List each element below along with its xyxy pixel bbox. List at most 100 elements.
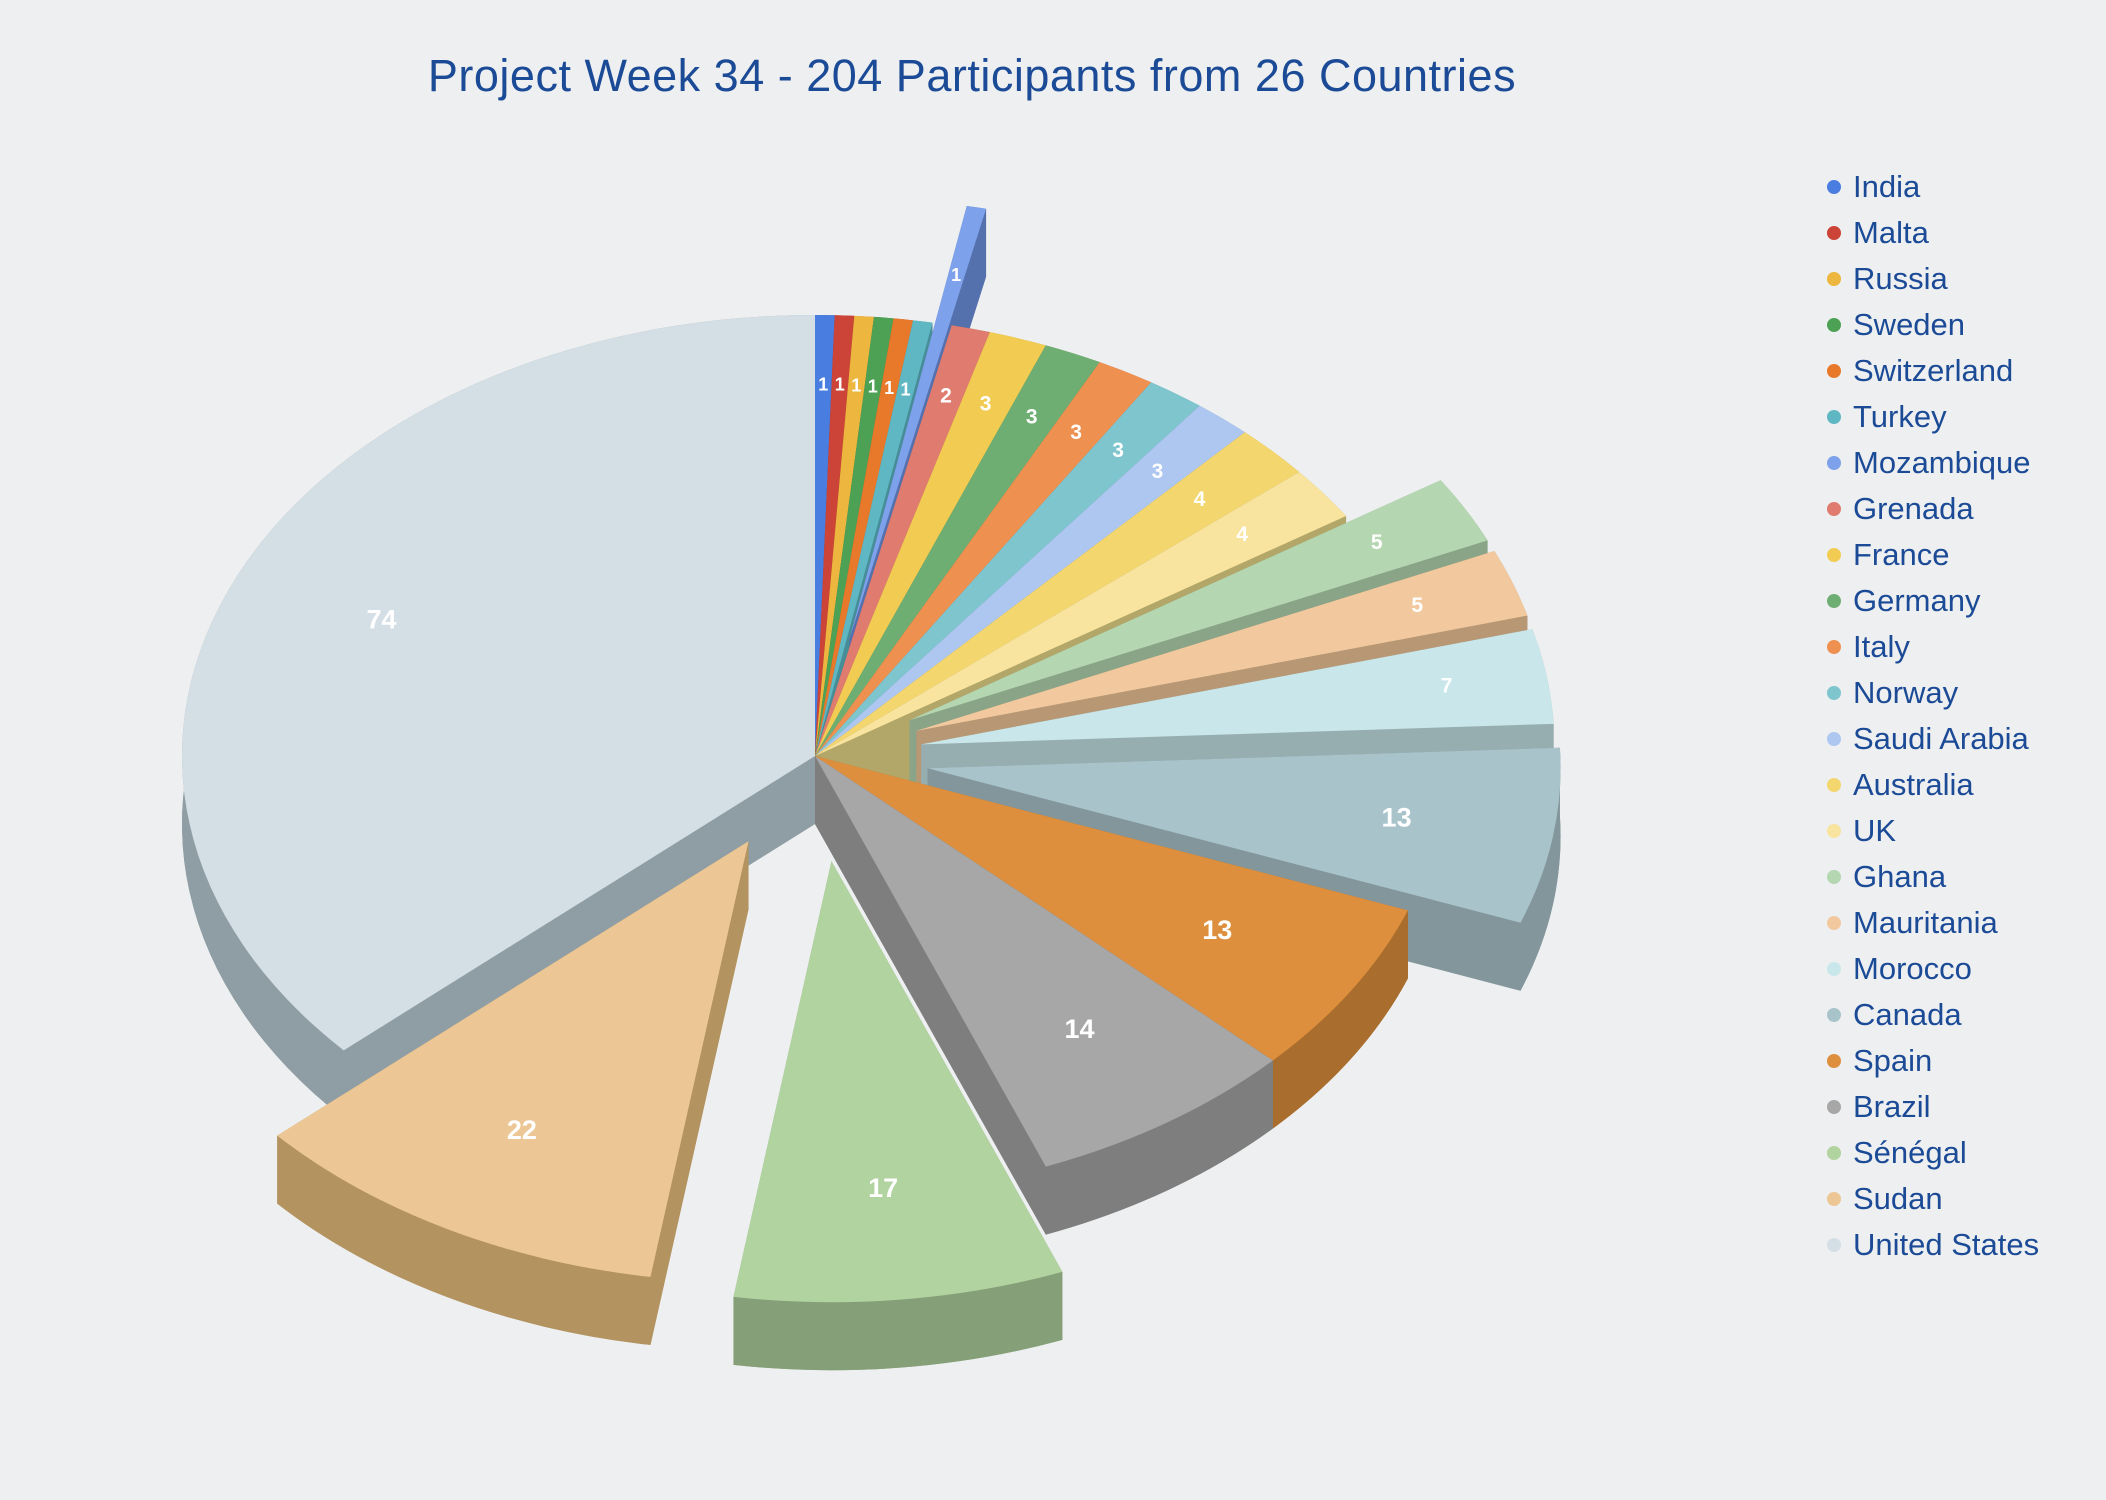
slice-value-label: 3 <box>1112 439 1124 462</box>
pie-slice-france[interactable] <box>815 332 1046 756</box>
slice-value-label: 4 <box>1194 488 1206 511</box>
pie-slice-united-states[interactable] <box>181 315 816 1051</box>
pie-slice-sudan[interactable] <box>277 841 749 1277</box>
legend-swatch <box>1827 1054 1841 1068</box>
slice-value-label: 3 <box>1152 460 1164 483</box>
legend-label: India <box>1853 169 1921 204</box>
slice-value-label: 3 <box>1070 421 1082 444</box>
slice-value-label: 5 <box>1411 594 1423 617</box>
pie-slice-brazil[interactable] <box>815 756 1273 1167</box>
slice-value-label: 1 <box>901 380 911 400</box>
slice-value-label: 1 <box>818 374 828 394</box>
pie-slice-rim-sudan <box>277 1135 651 1345</box>
slice-value-label: 3 <box>980 393 992 416</box>
legend-item-australia: Australia <box>1827 762 2039 808</box>
legend-label: Grenada <box>1853 491 1974 526</box>
legend-item-russia: Russia <box>1827 256 2039 302</box>
pie-slice-turkey[interactable] <box>815 320 933 756</box>
legend-swatch <box>1827 548 1841 562</box>
slice-value-label: 1 <box>835 375 845 395</box>
pie-slice-edge-brazil <box>815 756 1046 1235</box>
legend-swatch <box>1827 1192 1841 1206</box>
pie-slice-saudi-arabia[interactable] <box>815 405 1245 756</box>
pie-slice-grenada[interactable] <box>815 325 990 756</box>
legend-label: Mozambique <box>1853 445 2031 480</box>
pie-slice-mauritania[interactable] <box>916 551 1528 731</box>
pie-slice-rim-canada <box>1520 747 1561 991</box>
legend-swatch <box>1827 594 1841 608</box>
pie-slice-canada[interactable] <box>927 747 1561 923</box>
pie-slice-russia[interactable] <box>815 315 874 756</box>
slice-value-label: 5 <box>1371 531 1383 554</box>
legend-swatch <box>1827 962 1841 976</box>
pie-slice-rim-spain <box>1272 910 1408 1129</box>
pie-slice-s-n-gal[interactable] <box>733 861 1063 1303</box>
legend-swatch <box>1827 732 1841 746</box>
slice-value-label: 2 <box>940 385 952 408</box>
pie-slice-italy[interactable] <box>815 362 1152 756</box>
legend-label: Spain <box>1853 1043 1933 1078</box>
legend-label: Italy <box>1853 629 1910 664</box>
legend-swatch <box>1827 916 1841 930</box>
pie-slice-morocco[interactable] <box>921 629 1554 745</box>
legend-item-spain: Spain <box>1827 1038 2039 1084</box>
legend-label: Sudan <box>1853 1181 1943 1216</box>
legend-item-sudan: Sudan <box>1827 1176 2039 1222</box>
slice-value-label: 14 <box>1065 1014 1095 1044</box>
legend-item-sweden: Sweden <box>1827 302 2039 348</box>
legend-label: Turkey <box>1853 399 1947 434</box>
legend-swatch <box>1827 640 1841 654</box>
pie-slice-australia[interactable] <box>815 432 1300 756</box>
legend-swatch <box>1827 180 1841 194</box>
slice-value-label: 7 <box>1441 675 1453 698</box>
legend: India Malta Russia Sweden Switzerland Turkey M… <box>1827 164 2039 1268</box>
legend-label: Sénégal <box>1853 1135 1967 1170</box>
chart-title: Project Week 34 - 204 Participants from … <box>427 50 1517 101</box>
slice-value-label: 17 <box>868 1173 898 1203</box>
pie-slice-malta[interactable] <box>815 315 855 756</box>
pie-slice-norway[interactable] <box>815 382 1200 756</box>
legend-label: Morocco <box>1853 951 1972 986</box>
pie-slice-india[interactable] <box>815 315 835 756</box>
legend-swatch <box>1827 870 1841 884</box>
pie-slice-rim-s-n-gal <box>733 1271 1063 1371</box>
pie-slice-sweden[interactable] <box>815 316 894 756</box>
legend-item-germany: Germany <box>1827 578 2039 624</box>
legend-label: Russia <box>1853 261 1948 296</box>
legend-swatch <box>1827 410 1841 424</box>
legend-swatch <box>1827 502 1841 516</box>
legend-swatch <box>1827 226 1841 240</box>
legend-swatch <box>1827 1238 1841 1252</box>
legend-item-norway: Norway <box>1827 670 2039 716</box>
legend-item-brazil: Brazil <box>1827 1084 2039 1130</box>
legend-swatch <box>1827 456 1841 470</box>
pie-slice-spain[interactable] <box>815 756 1408 1061</box>
legend-swatch <box>1827 318 1841 332</box>
legend-swatch <box>1827 272 1841 286</box>
legend-item-turkey: Turkey <box>1827 394 2039 440</box>
legend-label: United States <box>1853 1227 2040 1262</box>
legend-label: France <box>1853 537 1950 572</box>
legend-item-italy: Italy <box>1827 624 2039 670</box>
legend-label: Ghana <box>1853 859 1947 894</box>
pie-slice-uk[interactable] <box>815 471 1347 756</box>
pie-slice-mozambique[interactable] <box>849 206 987 640</box>
legend-item-mozambique: Mozambique <box>1827 440 2039 486</box>
legend-item-france: France <box>1827 532 2039 578</box>
slice-value-label: 1 <box>851 375 861 395</box>
legend-item-malta: Malta <box>1827 210 2039 256</box>
slice-value-label: 4 <box>1236 523 1248 546</box>
pie-slice-ghana[interactable] <box>909 480 1488 721</box>
slice-value-label: 22 <box>507 1115 537 1145</box>
legend-swatch <box>1827 686 1841 700</box>
legend-label: Norway <box>1853 675 1959 710</box>
legend-swatch <box>1827 1100 1841 1114</box>
legend-label: Germany <box>1853 583 1981 618</box>
pie-slice-germany[interactable] <box>815 345 1100 756</box>
legend-swatch <box>1827 778 1841 792</box>
legend-label: Switzerland <box>1853 353 2014 388</box>
legend-item-ghana: Ghana <box>1827 854 2039 900</box>
pie-slice-switzerland[interactable] <box>815 318 914 756</box>
